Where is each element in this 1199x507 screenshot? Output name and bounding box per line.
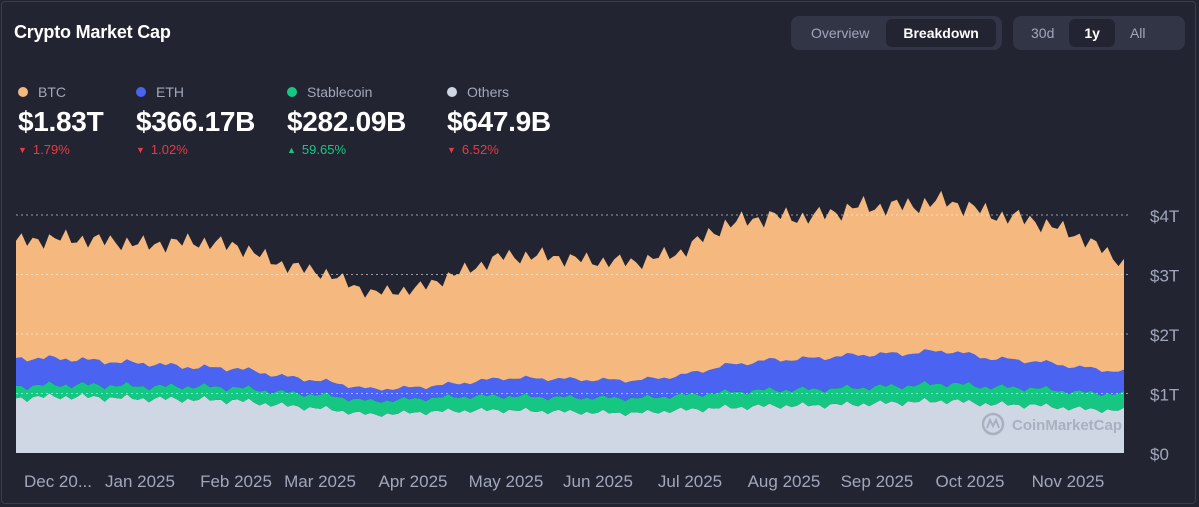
legend-change: 59.65% xyxy=(301,142,347,157)
area-eth[interactable] xyxy=(16,349,1124,403)
legend-label: BTC xyxy=(38,84,66,100)
legend-change: 6.52% xyxy=(461,142,499,157)
legend-value: $1.83T xyxy=(18,106,104,137)
x-tick-label: Jul 2025 xyxy=(658,472,722,491)
legend-value: $647.9B xyxy=(447,106,551,137)
area-btc[interactable] xyxy=(16,190,1124,391)
y-tick-label: $4T xyxy=(1150,207,1179,226)
range-toggle: 30d 1y All xyxy=(1013,16,1185,50)
caret-down-icon: ▼ xyxy=(18,144,27,155)
caret-up-icon: ▲ xyxy=(287,144,296,155)
coinmarketcap-logo-icon xyxy=(981,412,1005,436)
range-all[interactable]: All xyxy=(1129,25,1146,41)
eth-dot-icon xyxy=(136,87,146,97)
x-tick-label: May 2025 xyxy=(469,472,544,491)
coinmarketcap-logo-mark xyxy=(986,417,1000,429)
watermark-text: CoinMarketCap xyxy=(1012,417,1122,434)
x-tick-label: Mar 2025 xyxy=(284,472,356,491)
watermark: CoinMarketCap xyxy=(981,412,1122,436)
legend-label: Others xyxy=(467,84,510,100)
legend-eth[interactable]: ETH $366.17B ▼ 1.02% xyxy=(136,84,255,157)
area-stablecoin[interactable] xyxy=(16,380,1124,417)
view-toggle: Overview Breakdown xyxy=(791,16,1002,50)
page-title: Crypto Market Cap xyxy=(14,22,171,42)
y-tick-label: $2T xyxy=(1150,326,1179,345)
x-tick-label: Jan 2025 xyxy=(105,472,175,491)
x-tick-label: Apr 2025 xyxy=(379,472,448,491)
caret-down-icon: ▼ xyxy=(136,144,145,155)
y-tick-label: $1T xyxy=(1150,386,1179,405)
x-tick-label: Dec 20... xyxy=(24,472,92,491)
area-others[interactable] xyxy=(16,393,1124,453)
range-1y[interactable]: 1y xyxy=(1069,19,1115,47)
legend-value: $282.09B xyxy=(287,106,407,137)
x-tick-label: Aug 2025 xyxy=(748,472,821,491)
legend-label: ETH xyxy=(156,84,184,100)
range-30d[interactable]: 30d xyxy=(1031,25,1055,41)
legend-stablecoin[interactable]: Stablecoin $282.09B ▲ 59.65% xyxy=(287,84,406,157)
stablecoin-dot-icon xyxy=(287,87,297,97)
btc-dot-icon xyxy=(18,87,28,97)
legend-others[interactable]: Others $647.9B ▼ 6.52% xyxy=(447,84,551,157)
legend-change: 1.02% xyxy=(150,142,188,157)
others-dot-icon xyxy=(447,87,457,97)
legend-label: Stablecoin xyxy=(307,84,373,100)
y-tick-label: $3T xyxy=(1150,267,1179,286)
legend-btc[interactable]: BTC $1.83T ▼ 1.79% xyxy=(18,84,104,157)
x-tick-label: Feb 2025 xyxy=(200,472,272,491)
legend-change: 1.79% xyxy=(32,142,70,157)
x-tick-label: Sep 2025 xyxy=(841,472,914,491)
x-tick-label: Jun 2025 xyxy=(563,472,633,491)
caret-down-icon: ▼ xyxy=(447,144,456,155)
x-tick-label: Oct 2025 xyxy=(936,472,1005,491)
tab-breakdown[interactable]: Breakdown xyxy=(886,19,996,47)
x-tick-label: Nov 2025 xyxy=(1032,472,1105,491)
tab-overview[interactable]: Overview xyxy=(811,25,870,41)
legend-value: $366.17B xyxy=(136,106,256,137)
y-tick-label: $0 xyxy=(1150,445,1169,464)
